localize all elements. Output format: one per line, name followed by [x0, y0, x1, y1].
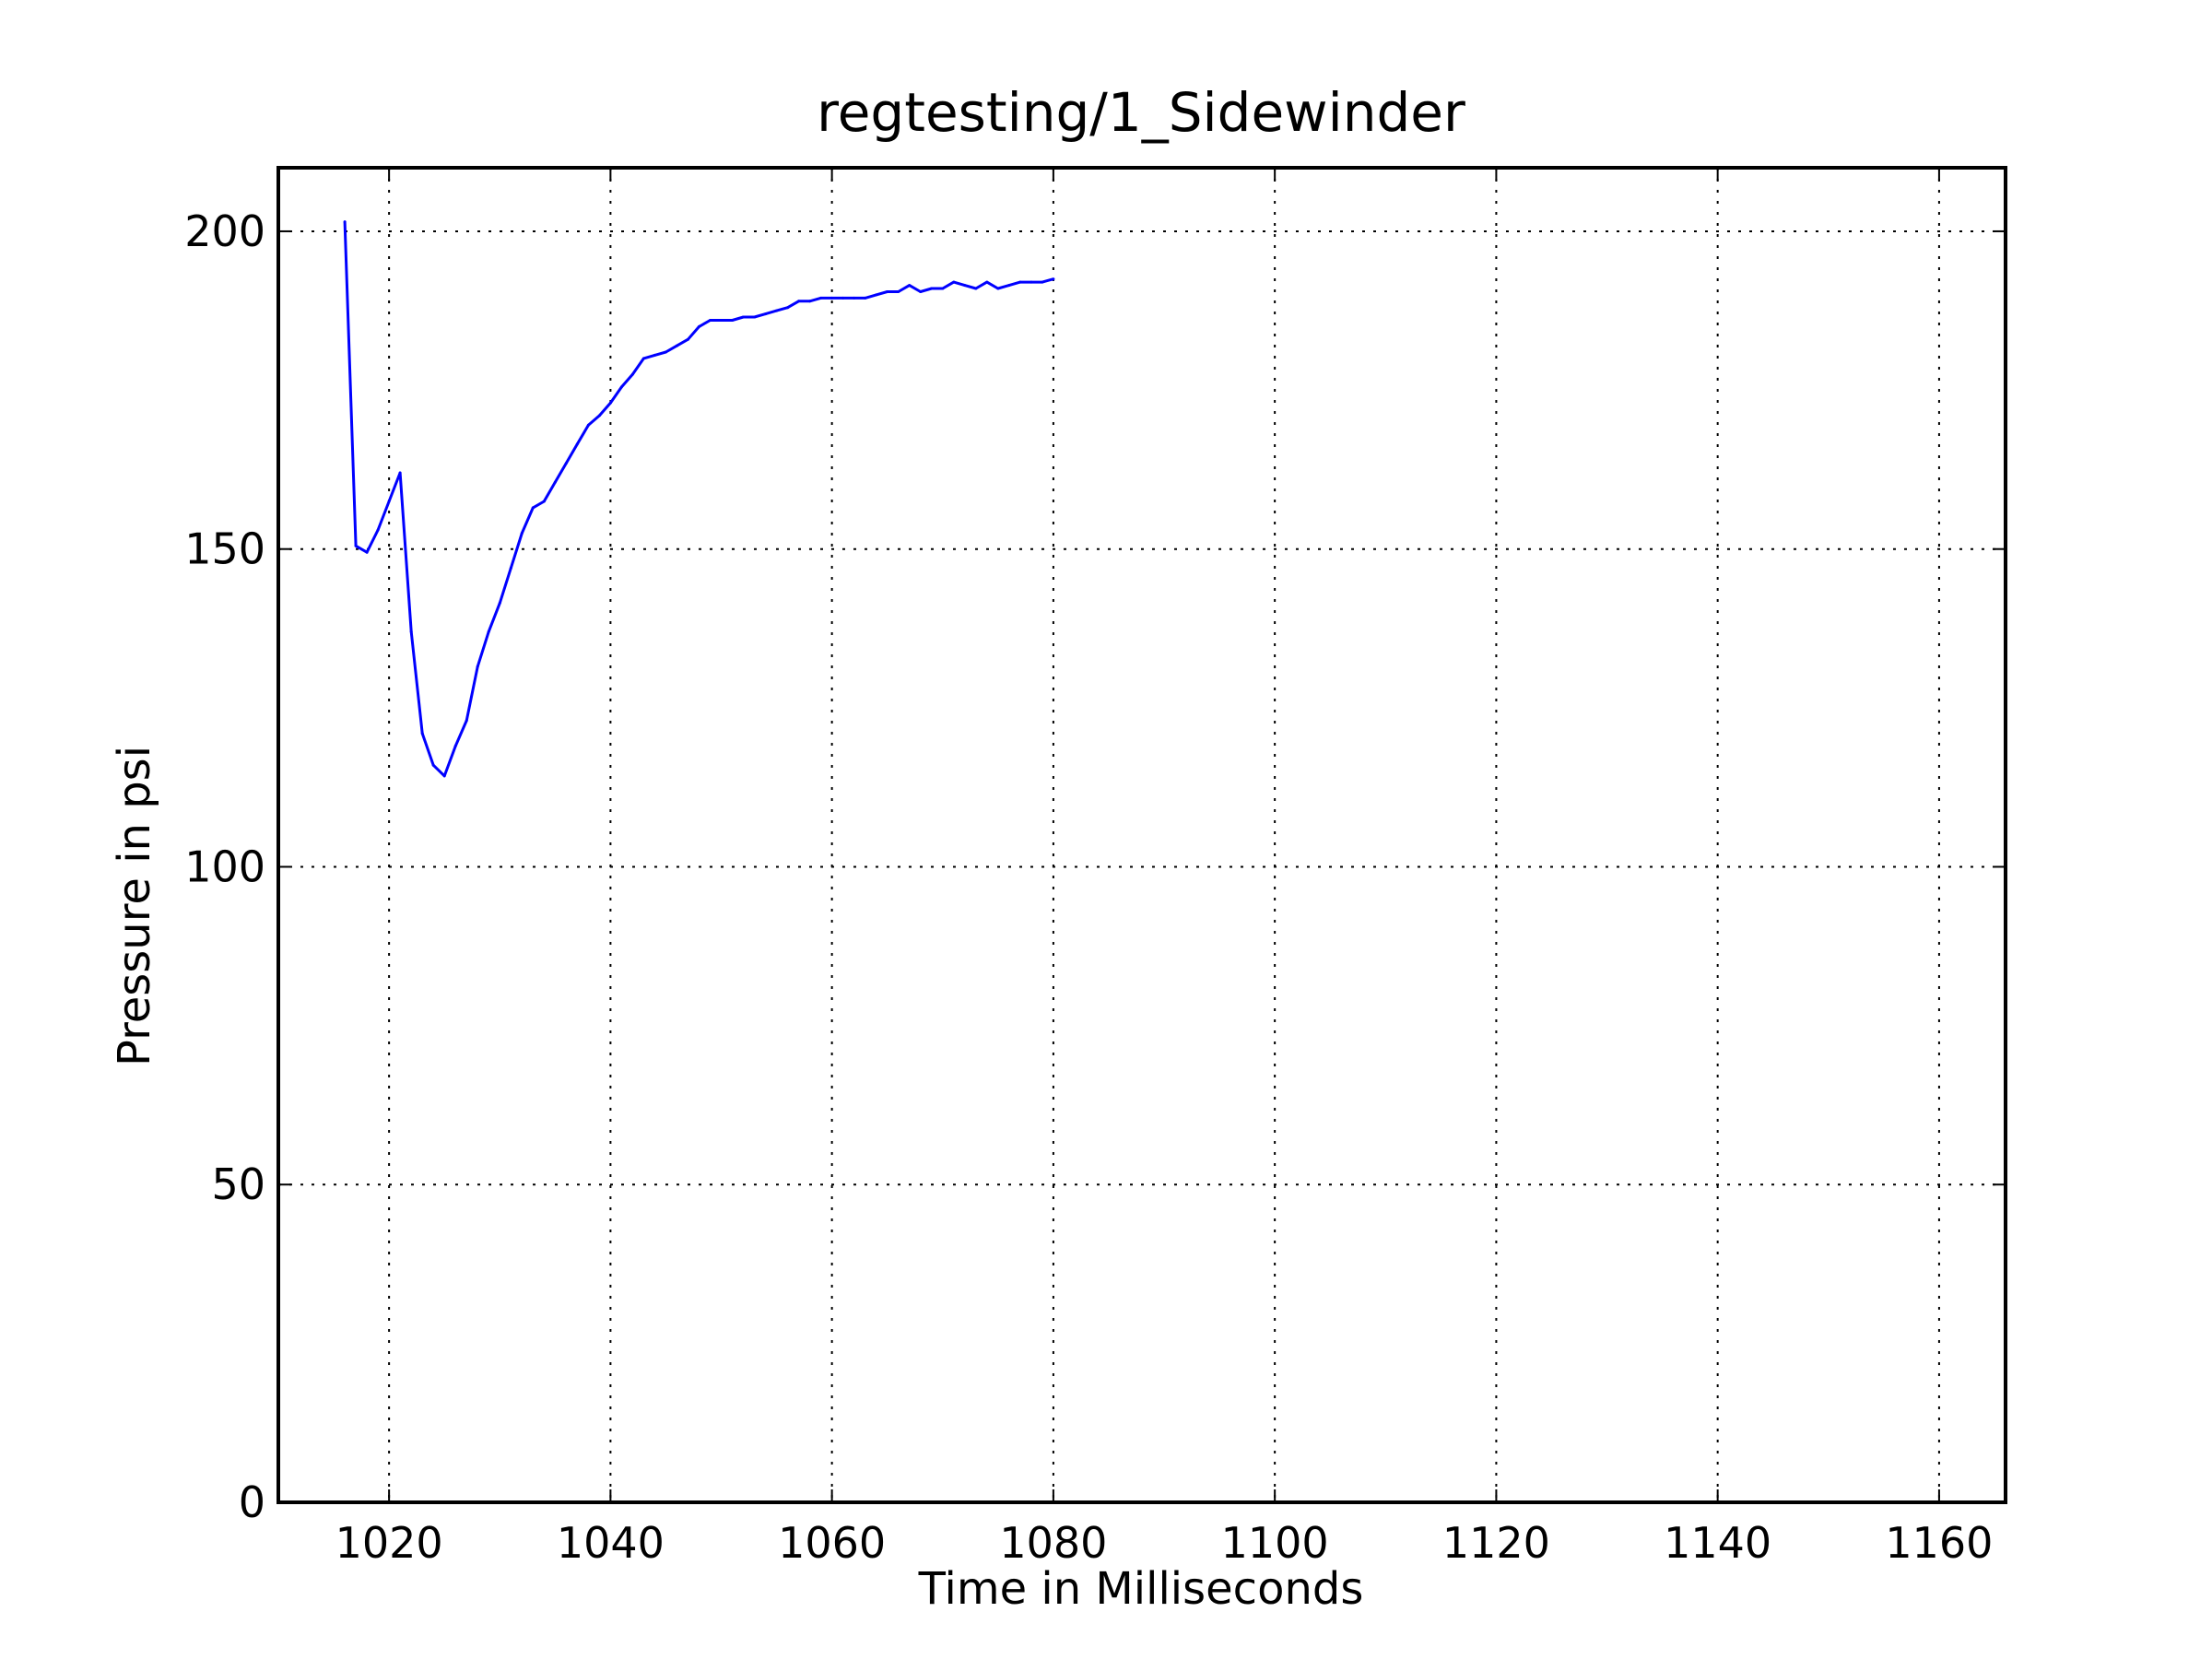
data-point	[409, 629, 413, 633]
data-point	[819, 296, 823, 300]
data-point	[908, 284, 912, 288]
y-tick-label: 50	[211, 1159, 265, 1209]
data-point	[742, 315, 745, 319]
x-tick-label: 1120	[1442, 1518, 1550, 1568]
x-tick-label: 1100	[1221, 1518, 1329, 1568]
data-point	[985, 280, 989, 284]
data-point	[509, 566, 512, 570]
data-point	[875, 293, 878, 297]
data-point	[930, 287, 934, 290]
chart-title: regtesting/1_Sidewinder	[817, 81, 1465, 144]
data-point	[864, 296, 867, 300]
data-point	[841, 296, 845, 300]
data-point	[586, 423, 590, 427]
data-point	[952, 280, 956, 284]
x-axis-label: Time in Milliseconds	[918, 1563, 1364, 1615]
data-point	[687, 337, 689, 341]
x-tick-label: 1080	[999, 1518, 1107, 1568]
data-point	[531, 506, 535, 510]
data-point	[664, 350, 667, 354]
data-point	[365, 550, 369, 554]
data-point	[731, 319, 734, 322]
data-point	[608, 401, 612, 405]
data-point	[498, 601, 501, 605]
data-point	[442, 774, 446, 778]
data-point	[996, 287, 1000, 290]
plot-frame	[276, 166, 2007, 1504]
tick-labels: 1020 1040 1060 1080 1100 1120 1140 1160 0 50 100 15…	[184, 206, 1993, 1568]
data-point	[564, 462, 568, 465]
data-point	[343, 220, 347, 224]
data-point	[698, 324, 700, 328]
data-point	[919, 290, 923, 293]
data-point	[1018, 280, 1022, 284]
x-tick-label: 1020	[335, 1518, 443, 1568]
x-tick-label: 1140	[1664, 1518, 1771, 1568]
data-point	[1007, 284, 1011, 288]
data-point	[897, 290, 900, 293]
data-point	[619, 385, 623, 389]
data-point	[830, 296, 834, 300]
data-point	[808, 300, 812, 303]
x-tick-label: 1060	[778, 1518, 886, 1568]
data-point	[553, 480, 557, 484]
data-point	[941, 287, 945, 290]
data-point	[797, 300, 801, 303]
data-point	[520, 532, 524, 535]
y-tick-label: 100	[184, 841, 265, 891]
y-tick-label: 150	[184, 524, 265, 574]
data-point	[886, 290, 889, 293]
data-point	[597, 414, 601, 418]
data-point	[630, 372, 634, 376]
data-point	[1052, 277, 1055, 281]
data-point	[641, 357, 645, 360]
data-point	[786, 306, 790, 310]
data-point	[354, 544, 358, 547]
data-point	[398, 471, 402, 475]
data-point	[431, 763, 435, 767]
data-point	[465, 719, 468, 723]
data-point	[753, 315, 757, 319]
data-point	[720, 319, 723, 322]
data-point	[963, 284, 967, 288]
y-axis-label: Pressure in psi	[109, 746, 160, 1066]
grid-lines	[278, 168, 2006, 1503]
data-point	[376, 528, 380, 532]
data-point	[387, 500, 391, 503]
data-point	[1041, 280, 1044, 284]
data-point	[764, 312, 768, 316]
data-point	[853, 296, 856, 300]
series-layer	[343, 220, 1055, 778]
data-point	[775, 309, 779, 312]
data-point	[653, 353, 656, 357]
y-tick-label: 0	[239, 1477, 265, 1527]
axis-ticks	[278, 168, 2006, 1503]
data-point	[453, 745, 457, 747]
data-point	[542, 500, 546, 503]
x-tick-label: 1160	[1885, 1518, 1993, 1568]
data-point	[487, 629, 490, 633]
data-point	[476, 665, 479, 668]
data-point	[575, 442, 579, 446]
data-point	[974, 287, 978, 290]
data-point	[709, 319, 712, 322]
y-tick-label: 200	[184, 206, 265, 256]
data-point	[420, 732, 424, 735]
x-tick-label: 1040	[557, 1518, 665, 1568]
data-point	[676, 344, 678, 347]
data-point	[1030, 280, 1033, 284]
